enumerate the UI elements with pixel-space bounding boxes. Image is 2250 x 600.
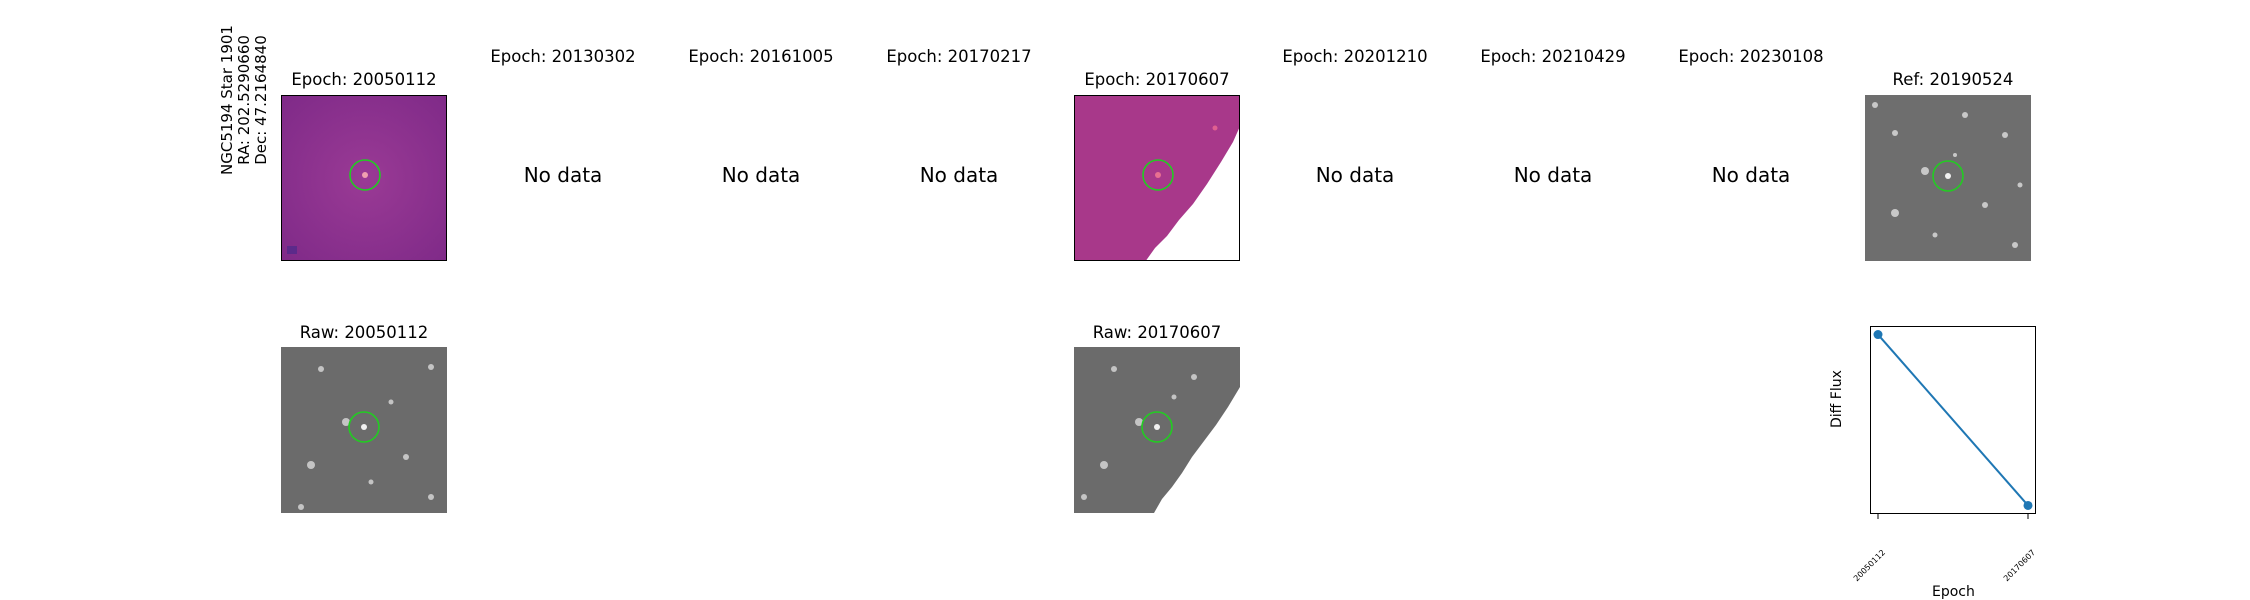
target-circle: [348, 411, 380, 443]
target-circle: [1141, 411, 1173, 443]
no-data-2: No data: [721, 163, 801, 187]
epoch-title-3: Epoch: 20170217: [886, 47, 1032, 66]
no-data-6: No data: [1513, 163, 1593, 187]
star-ra: RA: 202.5290660: [235, 35, 253, 165]
reference-image: [1865, 95, 2031, 261]
star-name: NGC5194 Star 1901: [218, 25, 236, 175]
raw-title-1: Raw: 20170607: [1092, 323, 1222, 342]
star-dec: Dec: 47.2164840: [252, 35, 270, 165]
data-point-0: [1873, 330, 1883, 340]
no-data-1: No data: [523, 163, 603, 187]
no-data-5: No data: [1315, 163, 1395, 187]
diff-image-20050112: [281, 95, 447, 261]
plot-ylabel: Diff Flux: [1829, 370, 1845, 428]
target-circle: [1932, 160, 1964, 192]
epoch-title-1: Epoch: 20130302: [490, 47, 636, 66]
no-data-3: No data: [919, 163, 999, 187]
raw-image-20170607: [1074, 347, 1240, 513]
epoch-title-7: Epoch: 20230108: [1678, 47, 1824, 66]
raw-image-20050112: [281, 347, 447, 513]
raw-title-0: Raw: 20050112: [299, 323, 429, 342]
data-point-1: [2023, 500, 2033, 510]
target-circle: [1142, 159, 1174, 191]
epoch-title-6: Epoch: 20210429: [1480, 47, 1626, 66]
no-data-7: No data: [1711, 163, 1791, 187]
plot-xlabel: Epoch: [1932, 584, 1975, 600]
series-line-0: [1877, 333, 2029, 507]
x-tick-0: 20050112: [1851, 548, 1888, 584]
epoch-title-2: Epoch: 20161005: [688, 47, 834, 66]
ref-title: Ref: 20190524: [1892, 70, 2014, 89]
x-tick-1: 20170607: [2001, 548, 2038, 584]
diff-flux-plot: [1873, 330, 2033, 519]
epoch-title-0: Epoch: 20050112: [291, 70, 437, 89]
diff-image-20170607: [1074, 95, 1240, 261]
star-info-label: NGC5194 Star 1901 RA: 202.5290660 Dec: 4…: [218, 25, 270, 175]
epoch-title-5: Epoch: 20201210: [1282, 47, 1428, 66]
diff-flux-plot-frame: [1870, 326, 2036, 514]
target-circle: [349, 159, 381, 191]
epoch-title-4: Epoch: 20170607: [1084, 70, 1230, 89]
